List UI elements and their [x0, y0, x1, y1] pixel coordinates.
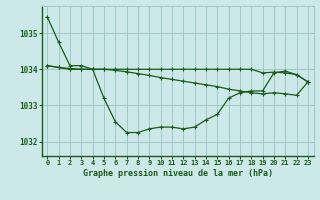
- X-axis label: Graphe pression niveau de la mer (hPa): Graphe pression niveau de la mer (hPa): [83, 169, 273, 178]
